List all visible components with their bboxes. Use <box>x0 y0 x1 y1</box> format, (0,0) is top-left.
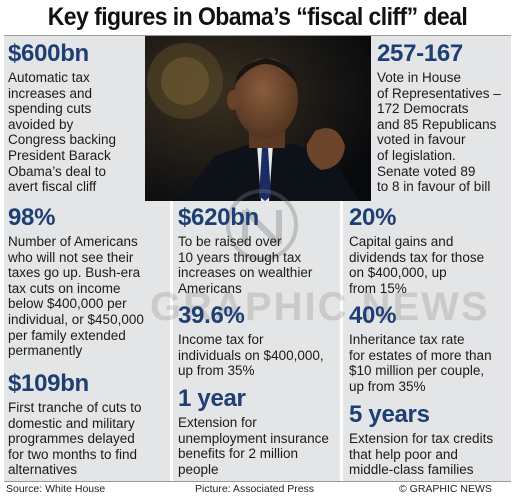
stat-5-years-text: Extension for tax credits that help poor … <box>349 431 494 478</box>
stat-257-167-figure: 257-167 <box>377 40 463 67</box>
stat-1-year-figure: 1 year <box>178 385 246 412</box>
obama-photo <box>145 36 371 201</box>
stat-98-text: Number of Americans who will not see thei… <box>8 234 144 359</box>
stat-39-6-figure: 39.6% <box>178 302 245 329</box>
column-divider-right <box>340 201 343 481</box>
column-divider-left <box>170 201 173 481</box>
copyright-credit: © GRAPHIC NEWS <box>399 483 492 495</box>
stat-620bn-figure: $620bn <box>178 204 259 231</box>
stat-257-167-text: Vote in House of Representatives –172 Dem… <box>377 70 501 195</box>
picture-credit: Picture: Associated Press <box>195 483 315 495</box>
stat-620bn-text: To be raised over 10 years through tax inc… <box>178 234 313 296</box>
stat-20-text: Capital gains and dividends tax for those… <box>349 234 485 296</box>
stat-600bn-figure: $600bn <box>8 40 89 67</box>
page-title: Key figures in Obama’s “fiscal cliff” de… <box>47 3 468 31</box>
stat-600bn-text: Automatic tax increases and spending cuts a… <box>8 70 117 195</box>
stat-1-year-text: Extension for unemployment insurance benef… <box>178 415 329 477</box>
stat-20-figure: 20% <box>349 204 397 231</box>
stat-98-figure: 98% <box>8 204 56 231</box>
stat-109bn-text: First tranche of cuts to domestic and mil… <box>8 400 142 478</box>
bottom-rule <box>4 481 511 482</box>
stat-40-text: Inheritance tax rate for estates of more … <box>349 332 492 394</box>
watermark-logo-icon <box>226 189 298 261</box>
stat-109bn-figure: $109bn <box>8 370 89 397</box>
watermark-text: GRAPHIC NEWS <box>150 285 490 329</box>
source-credit: Source: White House <box>6 483 106 495</box>
top-rule <box>4 35 511 36</box>
stat-40-figure: 40% <box>349 302 397 329</box>
portrait-photo-icon <box>145 36 371 201</box>
stat-39-6-text: Income tax for individuals on $400,000, up… <box>178 332 324 379</box>
stat-5-years-figure: 5 years <box>349 401 430 428</box>
